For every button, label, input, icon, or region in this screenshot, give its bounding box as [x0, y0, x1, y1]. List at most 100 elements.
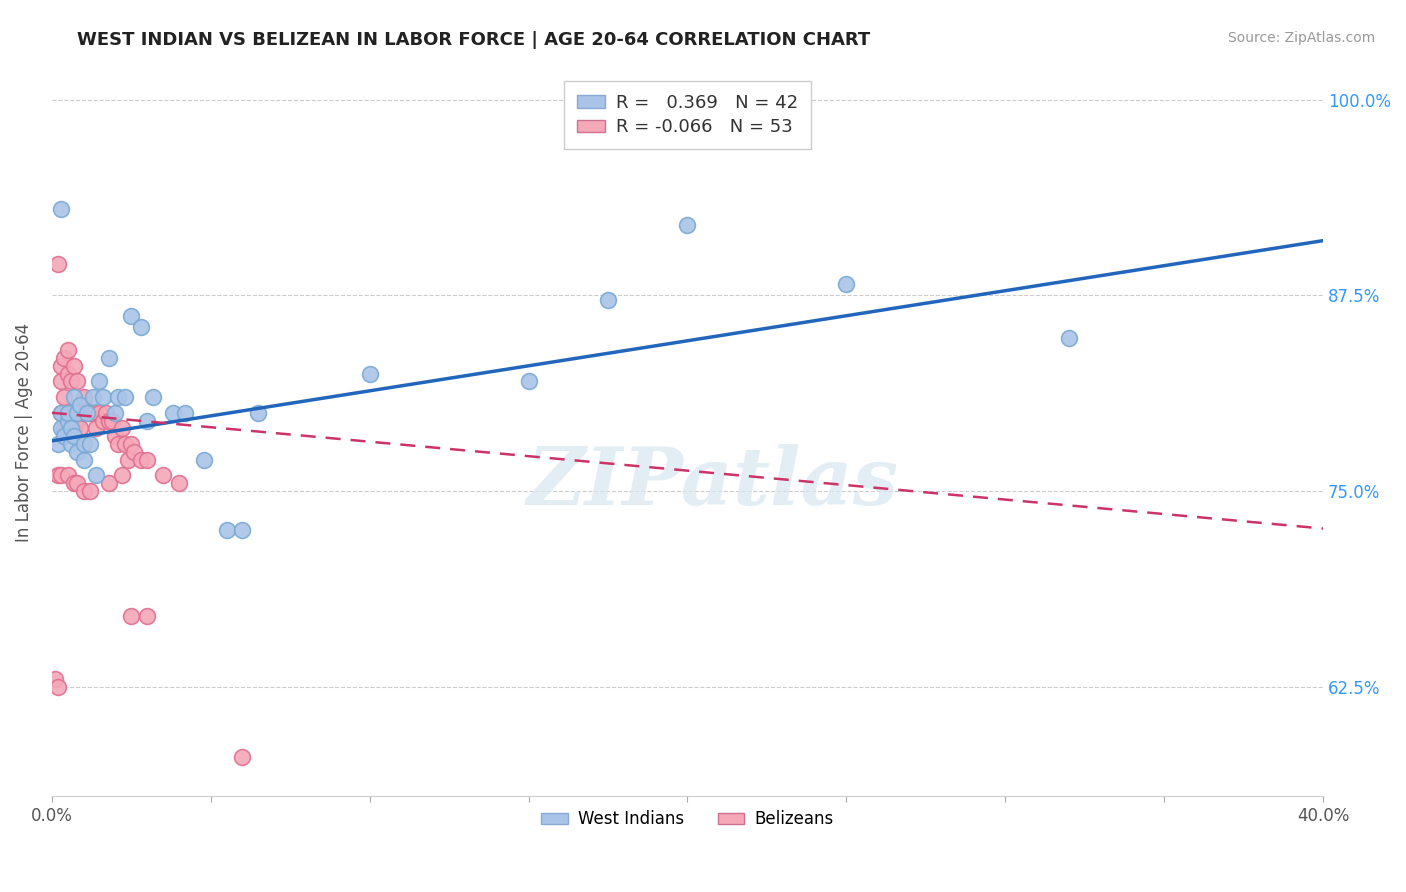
- Point: [136, 452, 159, 467]
- Point: [46, 257, 69, 271]
- Point: [91, 390, 114, 404]
- Point: [97, 413, 120, 427]
- Y-axis label: In Labor Force | Age 20-64: In Labor Force | Age 20-64: [15, 323, 32, 541]
- Point: [72, 483, 94, 498]
- Point: [596, 293, 619, 307]
- Point: [124, 445, 146, 459]
- Point: [142, 390, 165, 404]
- Point: [59, 421, 82, 435]
- Legend: West Indians, Belizeans: West Indians, Belizeans: [534, 804, 841, 835]
- Point: [517, 375, 540, 389]
- Point: [72, 452, 94, 467]
- Point: [51, 468, 73, 483]
- Point: [104, 406, 127, 420]
- Point: [91, 413, 114, 427]
- Point: [111, 468, 134, 483]
- Point: [56, 413, 79, 427]
- Point: [120, 609, 142, 624]
- Point: [51, 421, 73, 435]
- Point: [136, 609, 159, 624]
- Point: [82, 390, 104, 404]
- Point: [94, 406, 117, 420]
- Point: [59, 421, 82, 435]
- Point: [114, 437, 136, 451]
- Point: [152, 468, 174, 483]
- Point: [53, 351, 76, 365]
- Point: [76, 406, 98, 420]
- Point: [82, 406, 104, 420]
- Point: [215, 523, 238, 537]
- Point: [69, 421, 91, 435]
- Point: [359, 367, 381, 381]
- Point: [56, 343, 79, 358]
- Point: [117, 452, 139, 467]
- Point: [56, 406, 79, 420]
- Point: [79, 437, 101, 451]
- Point: [63, 429, 86, 443]
- Point: [46, 437, 69, 451]
- Point: [129, 452, 152, 467]
- Point: [84, 468, 107, 483]
- Point: [97, 351, 120, 365]
- Point: [76, 406, 98, 420]
- Point: [247, 406, 270, 420]
- Point: [63, 359, 86, 373]
- Text: WEST INDIAN VS BELIZEAN IN LABOR FORCE | AGE 20-64 CORRELATION CHART: WEST INDIAN VS BELIZEAN IN LABOR FORCE |…: [77, 31, 870, 49]
- Point: [101, 413, 124, 427]
- Point: [174, 406, 197, 420]
- Point: [59, 437, 82, 451]
- Point: [63, 476, 86, 491]
- Point: [53, 390, 76, 404]
- Point: [66, 445, 89, 459]
- Point: [111, 421, 134, 435]
- Point: [167, 476, 190, 491]
- Point: [66, 406, 89, 420]
- Point: [46, 468, 69, 483]
- Point: [1057, 331, 1080, 345]
- Point: [104, 429, 127, 443]
- Point: [51, 359, 73, 373]
- Point: [231, 523, 253, 537]
- Point: [79, 483, 101, 498]
- Point: [72, 437, 94, 451]
- Point: [89, 375, 111, 389]
- Point: [51, 202, 73, 217]
- Point: [53, 421, 76, 435]
- Point: [51, 406, 73, 420]
- Point: [114, 390, 136, 404]
- Point: [107, 437, 129, 451]
- Point: [63, 390, 86, 404]
- Point: [66, 413, 89, 427]
- Point: [136, 413, 159, 427]
- Point: [53, 429, 76, 443]
- Point: [231, 750, 253, 764]
- Point: [56, 406, 79, 420]
- Point: [56, 367, 79, 381]
- Point: [120, 437, 142, 451]
- Point: [193, 452, 215, 467]
- Point: [676, 218, 699, 232]
- Point: [63, 421, 86, 435]
- Point: [69, 398, 91, 412]
- Point: [46, 680, 69, 694]
- Point: [97, 476, 120, 491]
- Point: [44, 672, 66, 686]
- Text: Source: ZipAtlas.com: Source: ZipAtlas.com: [1227, 31, 1375, 45]
- Point: [89, 406, 111, 420]
- Point: [72, 406, 94, 420]
- Point: [51, 406, 73, 420]
- Point: [835, 277, 858, 292]
- Point: [72, 390, 94, 404]
- Point: [56, 468, 79, 483]
- Point: [66, 375, 89, 389]
- Point: [162, 406, 184, 420]
- Point: [51, 375, 73, 389]
- Point: [107, 390, 129, 404]
- Point: [129, 319, 152, 334]
- Point: [79, 406, 101, 420]
- Point: [59, 375, 82, 389]
- Point: [84, 421, 107, 435]
- Text: ZIPatlas: ZIPatlas: [527, 444, 898, 522]
- Point: [66, 476, 89, 491]
- Point: [120, 309, 142, 323]
